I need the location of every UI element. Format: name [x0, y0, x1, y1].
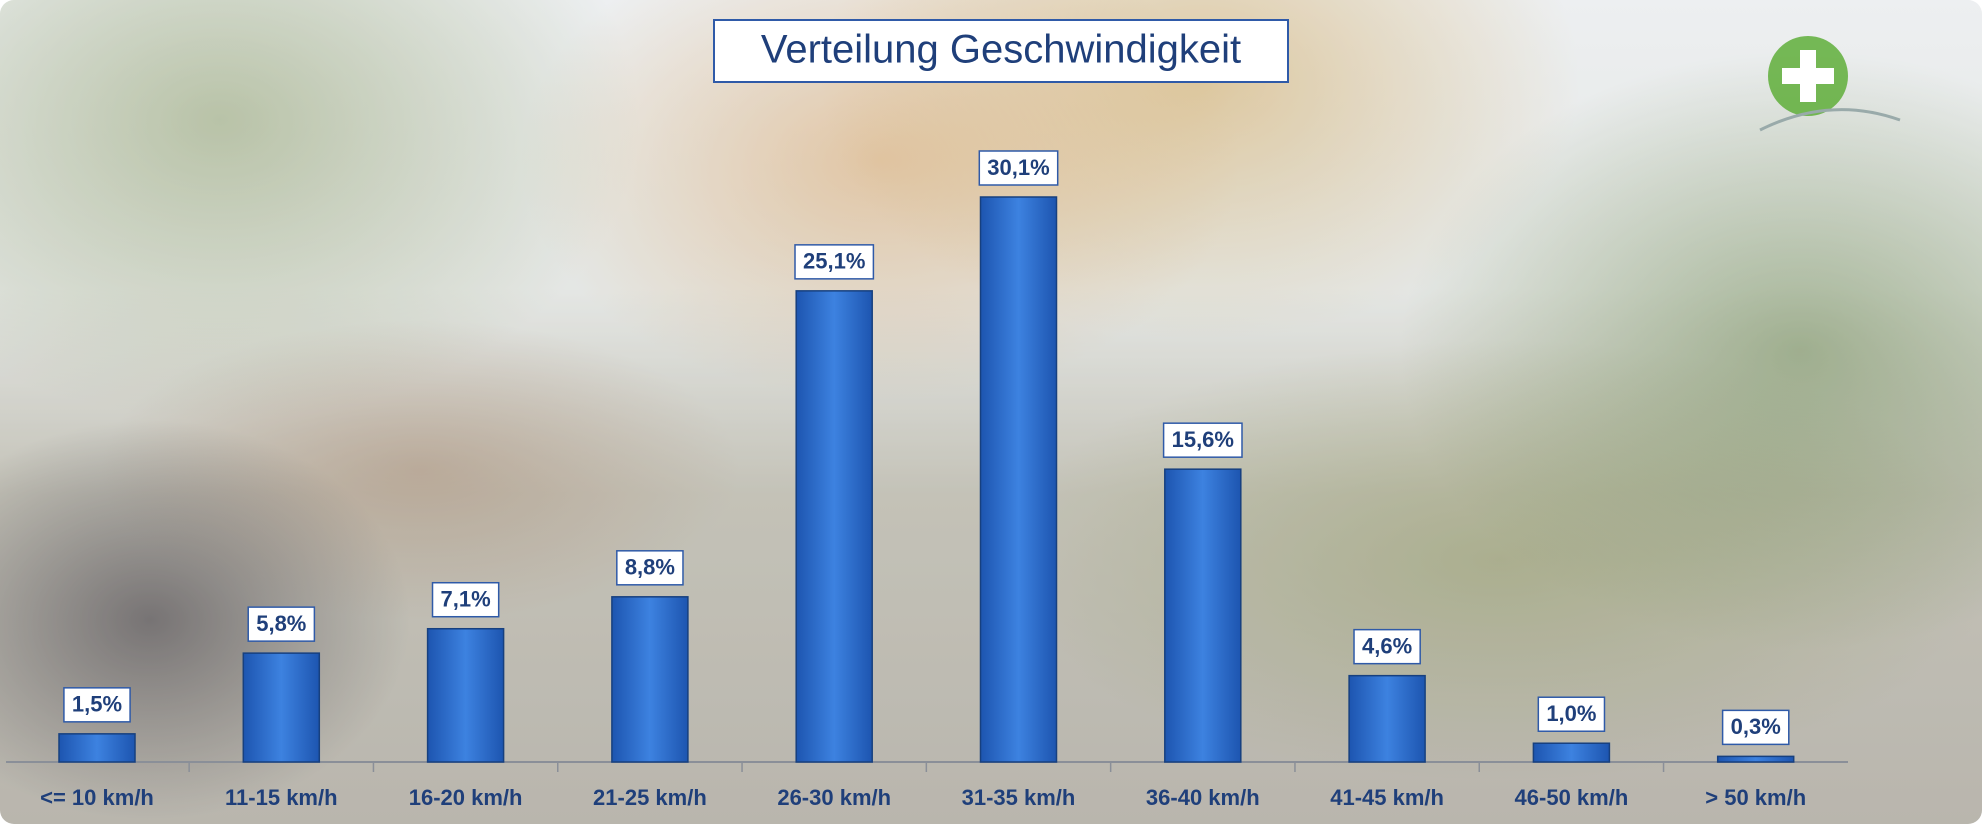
- logo: [1760, 36, 1900, 130]
- bar: [1718, 756, 1794, 762]
- x-tick-label: 16-20 km/h: [409, 785, 523, 810]
- value-label: 25,1%: [803, 249, 865, 274]
- value-label: 8,8%: [625, 555, 675, 580]
- bar: [612, 597, 688, 762]
- x-tick-label: 41-45 km/h: [1330, 785, 1444, 810]
- x-tick-label: > 50 km/h: [1705, 785, 1806, 810]
- chart: Verteilung Geschwindigkeit <= 10 km/h 1,5…: [0, 0, 1982, 824]
- value-label: 0,3%: [1731, 714, 1781, 739]
- chart-title: Verteilung Geschwindigkeit: [761, 28, 1241, 72]
- bar: [981, 197, 1057, 762]
- value-label: 1,0%: [1546, 701, 1596, 726]
- screenshot: Verteilung Geschwindigkeit <= 10 km/h 1,5…: [0, 0, 1982, 824]
- x-tick-label: 31-35 km/h: [962, 785, 1076, 810]
- x-tick-label: 26-30 km/h: [777, 785, 891, 810]
- x-tick-label: <= 10 km/h: [40, 785, 154, 810]
- bar: [1349, 676, 1425, 762]
- x-tick-label: 11-15 km/h: [225, 785, 338, 810]
- x-tick-label: 21-25 km/h: [593, 785, 707, 810]
- value-label: 30,1%: [987, 155, 1049, 180]
- value-label: 15,6%: [1172, 427, 1234, 452]
- value-label: 5,8%: [256, 611, 306, 636]
- x-tick-label: 46-50 km/h: [1515, 785, 1629, 810]
- bar: [796, 291, 872, 762]
- x-tick-label: 36-40 km/h: [1146, 785, 1260, 810]
- value-label: 1,5%: [72, 692, 122, 717]
- bar: [59, 734, 135, 762]
- bar: [428, 629, 504, 762]
- value-label: 7,1%: [441, 587, 491, 612]
- bar: [1165, 469, 1241, 762]
- value-label: 4,6%: [1362, 633, 1412, 658]
- bar: [1533, 743, 1609, 762]
- bar: [243, 653, 319, 762]
